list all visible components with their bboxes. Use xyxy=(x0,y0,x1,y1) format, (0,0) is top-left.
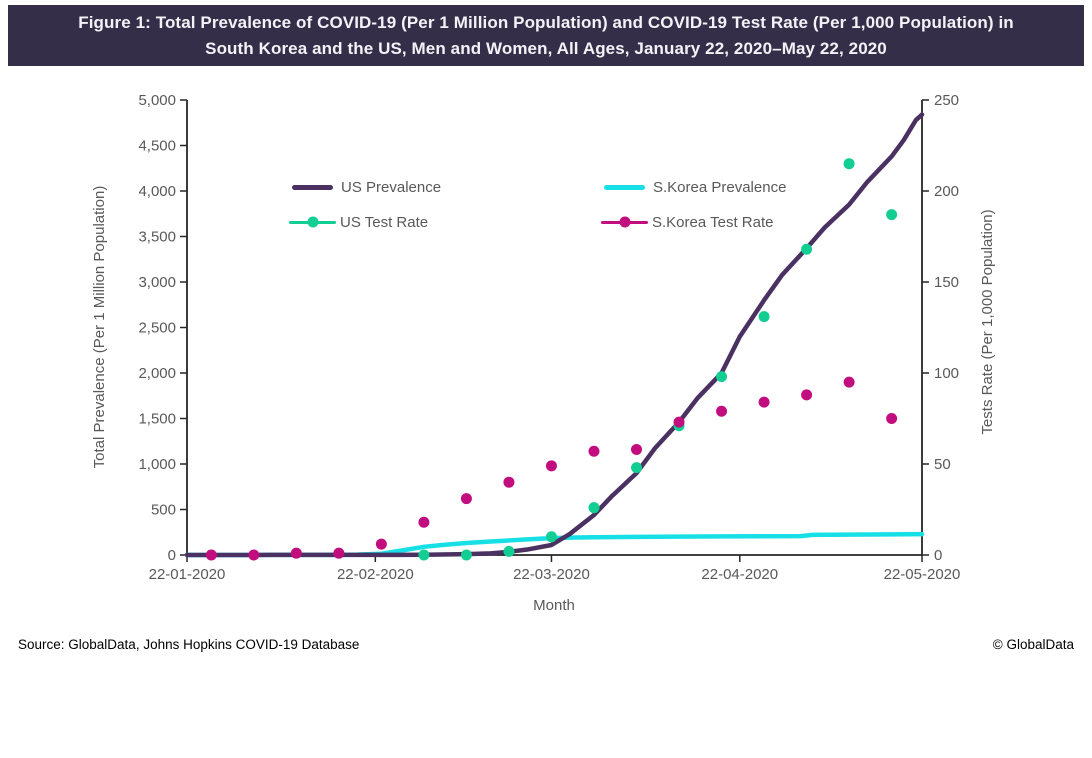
legend-item-skorea-prevalence: S.Korea Prevalence xyxy=(604,178,787,196)
legend-label-skorea-test-rate: S.Korea Test Rate xyxy=(652,213,774,231)
svg-text:4,000: 4,000 xyxy=(138,183,176,200)
svg-text:22-03-2020: 22-03-2020 xyxy=(513,566,590,583)
us-test-rate-dot-icon xyxy=(307,216,318,228)
svg-text:1,500: 1,500 xyxy=(138,411,176,428)
chart-svg: Total Prevalence (Per 1 Million Populati… xyxy=(91,92,996,614)
svg-text:500: 500 xyxy=(151,502,176,519)
legend-item-us-prevalence: US Prevalence xyxy=(292,178,442,196)
legend-item-skorea-test-rate: S.Korea Test Rate xyxy=(601,213,774,231)
svg-text:22-01-2020: 22-01-2020 xyxy=(149,566,226,583)
y-right-axis-title: Tests Rate (Per 1,000 Population) xyxy=(979,209,996,434)
skorea-prevalence-line-swatch xyxy=(604,184,645,190)
chart-area: Total Prevalence (Per 1 Million Populati… xyxy=(0,75,1092,635)
skorea-test-rate-dot-icon xyxy=(619,216,630,228)
svg-text:22-02-2020: 22-02-2020 xyxy=(337,566,414,583)
footer: Source: GlobalData, Johns Hopkins COVID-… xyxy=(18,637,1074,652)
legend-item-us-test-rate: US Test Rate xyxy=(289,213,429,231)
svg-text:2,000: 2,000 xyxy=(138,365,176,382)
legend-label-us-test-rate: US Test Rate xyxy=(340,213,429,231)
svg-text:200: 200 xyxy=(934,183,959,200)
svg-text:0: 0 xyxy=(934,547,942,564)
figure-title-line2: South Korea and the US, Men and Women, A… xyxy=(205,38,887,58)
svg-text:22-05-2020: 22-05-2020 xyxy=(884,566,961,583)
legend-label-skorea-prevalence: S.Korea Prevalence xyxy=(653,178,787,196)
svg-text:150: 150 xyxy=(934,274,959,291)
us-prevalence-line-swatch xyxy=(292,184,333,190)
figure-title-bar: Figure 1: Total Prevalence of COVID-19 (… xyxy=(8,5,1084,66)
us-test-rate-marker-swatch xyxy=(289,216,336,228)
svg-text:100: 100 xyxy=(934,365,959,382)
svg-text:4,500: 4,500 xyxy=(138,138,176,155)
copyright-text: © GlobalData xyxy=(992,637,1074,652)
x-axis-title: Month xyxy=(533,597,575,614)
y-left-axis-title: Total Prevalence (Per 1 Million Populati… xyxy=(91,186,108,469)
svg-text:3,000: 3,000 xyxy=(138,274,176,291)
svg-text:1,000: 1,000 xyxy=(138,456,176,473)
svg-text:250: 250 xyxy=(934,92,959,109)
svg-text:22-04-2020: 22-04-2020 xyxy=(701,566,778,583)
skorea-test-rate-marker-swatch xyxy=(601,216,648,228)
svg-text:5,000: 5,000 xyxy=(138,92,176,109)
svg-text:2,500: 2,500 xyxy=(138,320,176,337)
svg-text:0: 0 xyxy=(168,547,176,564)
svg-text:50: 50 xyxy=(934,456,951,473)
svg-text:3,500: 3,500 xyxy=(138,229,176,246)
source-text: Source: GlobalData, Johns Hopkins COVID-… xyxy=(18,637,360,652)
legend-label-us-prevalence: US Prevalence xyxy=(341,178,442,196)
figure-title-line1: Figure 1: Total Prevalence of COVID-19 (… xyxy=(78,12,1014,32)
